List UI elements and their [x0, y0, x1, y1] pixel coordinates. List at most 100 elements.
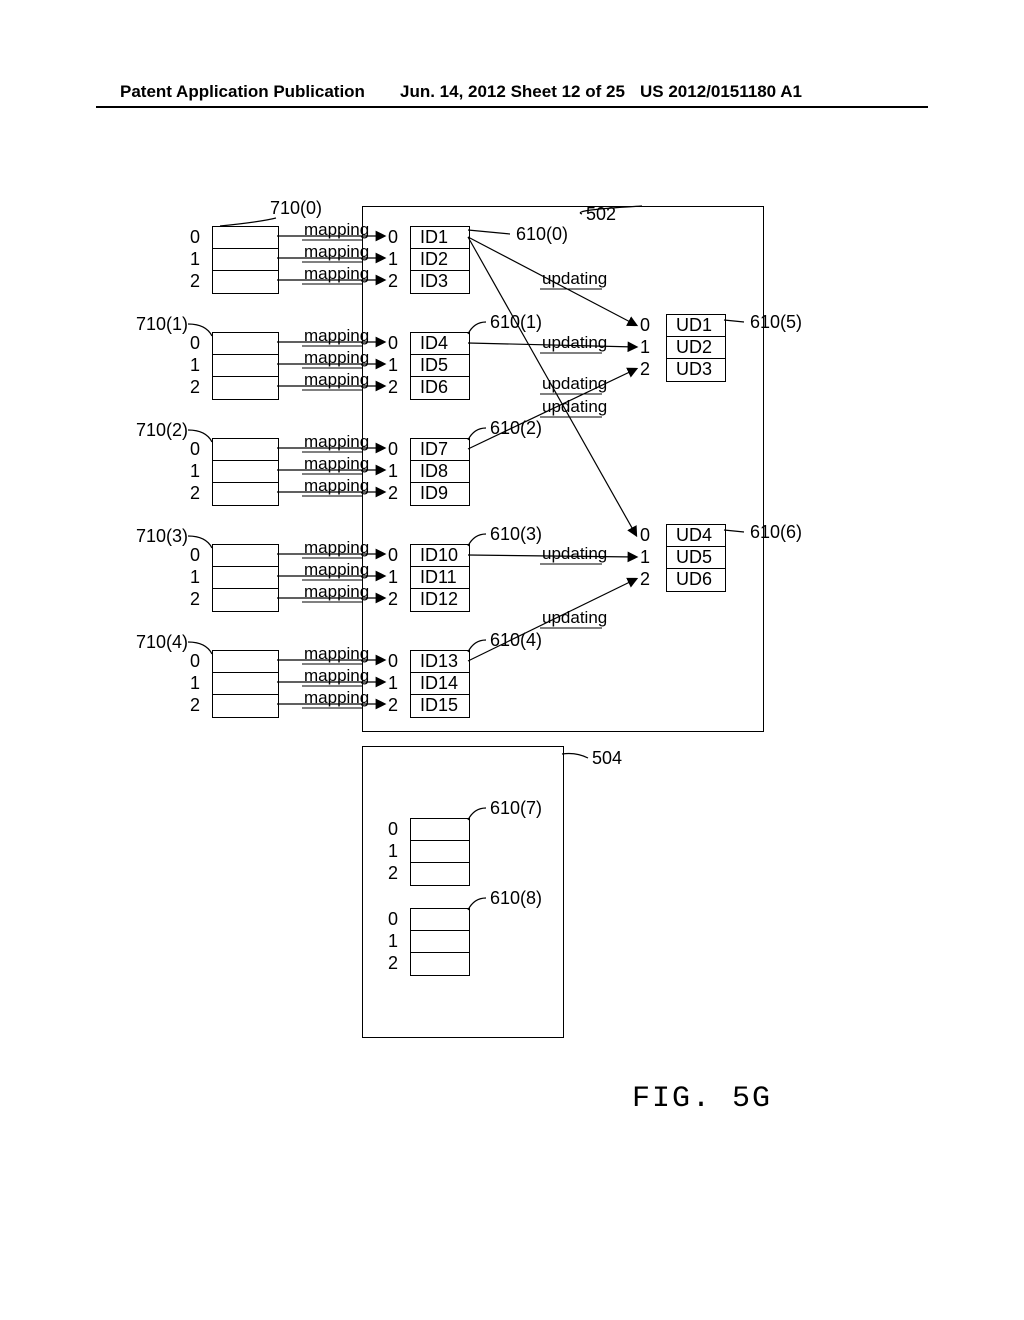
mapping-label: mapping	[304, 666, 369, 686]
mapping-label: mapping	[304, 582, 369, 602]
updating-label: updating	[542, 397, 607, 417]
mid-val: ID4	[420, 333, 448, 354]
mapping-label: mapping	[304, 432, 369, 452]
mid-val: ID8	[420, 461, 448, 482]
left-row	[212, 588, 279, 612]
left-row-idx: 2	[190, 589, 220, 610]
left-row	[212, 460, 279, 484]
ref-710(4): 710(4)	[136, 632, 188, 653]
left-row	[212, 650, 279, 674]
lower-cell	[410, 952, 470, 976]
lower-cell	[410, 862, 470, 886]
page: Patent Application Publication Jun. 14, …	[0, 0, 1024, 1320]
label-502: 502	[586, 204, 616, 225]
mid-val: ID11	[420, 567, 457, 588]
ref-610(6): 610(6)	[750, 522, 802, 543]
mapping-label: mapping	[304, 454, 369, 474]
ref-710(3): 710(3)	[136, 526, 188, 547]
ref-710(2): 710(2)	[136, 420, 188, 441]
left-row-idx: 1	[190, 355, 220, 376]
label-504: 504	[592, 748, 622, 769]
updating-label: updating	[542, 544, 607, 564]
left-row	[212, 354, 279, 378]
mapping-label: mapping	[304, 688, 369, 708]
ref-610(0): 610(0)	[516, 224, 568, 245]
mapping-label: mapping	[304, 644, 369, 664]
left-row-idx: 1	[190, 461, 220, 482]
left-row-idx: 2	[190, 695, 220, 716]
ud-val: UD5	[676, 547, 712, 568]
header-rule	[96, 106, 928, 108]
ref-610(5): 610(5)	[750, 312, 802, 333]
left-row	[212, 376, 279, 400]
mapping-label: mapping	[304, 538, 369, 558]
left-row	[212, 270, 279, 294]
ud-val: UD4	[676, 525, 712, 546]
left-row	[212, 438, 279, 462]
left-row	[212, 248, 279, 272]
mapping-label: mapping	[304, 476, 369, 496]
updating-label: updating	[542, 333, 607, 353]
left-row	[212, 332, 279, 356]
mid-val: ID12	[420, 589, 458, 610]
lower-cell	[410, 908, 470, 932]
ud-val: UD6	[676, 569, 712, 590]
header-left: Patent Application Publication	[120, 82, 365, 102]
header-right: US 2012/0151180 A1	[640, 82, 802, 102]
mid-val: ID10	[420, 545, 458, 566]
header-mid: Jun. 14, 2012 Sheet 12 of 25	[400, 82, 625, 102]
ref-610(2): 610(2)	[490, 418, 542, 439]
lower-cell	[410, 818, 470, 842]
left-row-idx: 1	[190, 567, 220, 588]
left-row-idx: 1	[190, 249, 220, 270]
mid-val: ID13	[420, 651, 458, 672]
mid-val: ID5	[420, 355, 448, 376]
ref-610(1): 610(1)	[490, 312, 542, 333]
ref-610(4): 610(4)	[490, 630, 542, 651]
mid-val: ID14	[420, 673, 458, 694]
left-row	[212, 672, 279, 696]
mapping-label: mapping	[304, 326, 369, 346]
ud-val: UD1	[676, 315, 712, 336]
mapping-label: mapping	[304, 560, 369, 580]
left-row-idx: 1	[190, 673, 220, 694]
left-row-idx: 0	[190, 651, 220, 672]
left-row-idx: 0	[190, 333, 220, 354]
ref-610(3): 610(3)	[490, 524, 542, 545]
figure-title: FIG. 5G	[632, 1082, 772, 1116]
ref-710(0): 710(0)	[270, 198, 322, 219]
lower-cell	[410, 930, 470, 954]
mid-val: ID1	[420, 227, 448, 248]
mapping-label: mapping	[304, 264, 369, 284]
mapping-label: mapping	[304, 370, 369, 390]
left-row-idx: 0	[190, 439, 220, 460]
updating-label: updating	[542, 269, 607, 289]
left-row-idx: 2	[190, 377, 220, 398]
mid-val: ID2	[420, 249, 448, 270]
left-row	[212, 544, 279, 568]
left-row	[212, 694, 279, 718]
mid-val: ID15	[420, 695, 458, 716]
ud-val: UD2	[676, 337, 712, 358]
ud-val: UD3	[676, 359, 712, 380]
updating-label: updating	[542, 608, 607, 628]
lower-cell	[410, 840, 470, 864]
ref-610(8): 610(8)	[490, 888, 542, 909]
mapping-label: mapping	[304, 348, 369, 368]
mid-val: ID9	[420, 483, 448, 504]
ref-710(1): 710(1)	[136, 314, 188, 335]
ref-610(7): 610(7)	[490, 798, 542, 819]
mapping-label: mapping	[304, 242, 369, 262]
left-row-idx: 0	[190, 227, 220, 248]
mid-val: ID6	[420, 377, 448, 398]
updating-label: updating	[542, 374, 607, 394]
left-row	[212, 566, 279, 590]
left-row-idx: 2	[190, 271, 220, 292]
mid-val: ID3	[420, 271, 448, 292]
left-row-idx: 2	[190, 483, 220, 504]
left-row	[212, 226, 279, 250]
mapping-label: mapping	[304, 220, 369, 240]
left-row-idx: 0	[190, 545, 220, 566]
mid-val: ID7	[420, 439, 448, 460]
left-row	[212, 482, 279, 506]
